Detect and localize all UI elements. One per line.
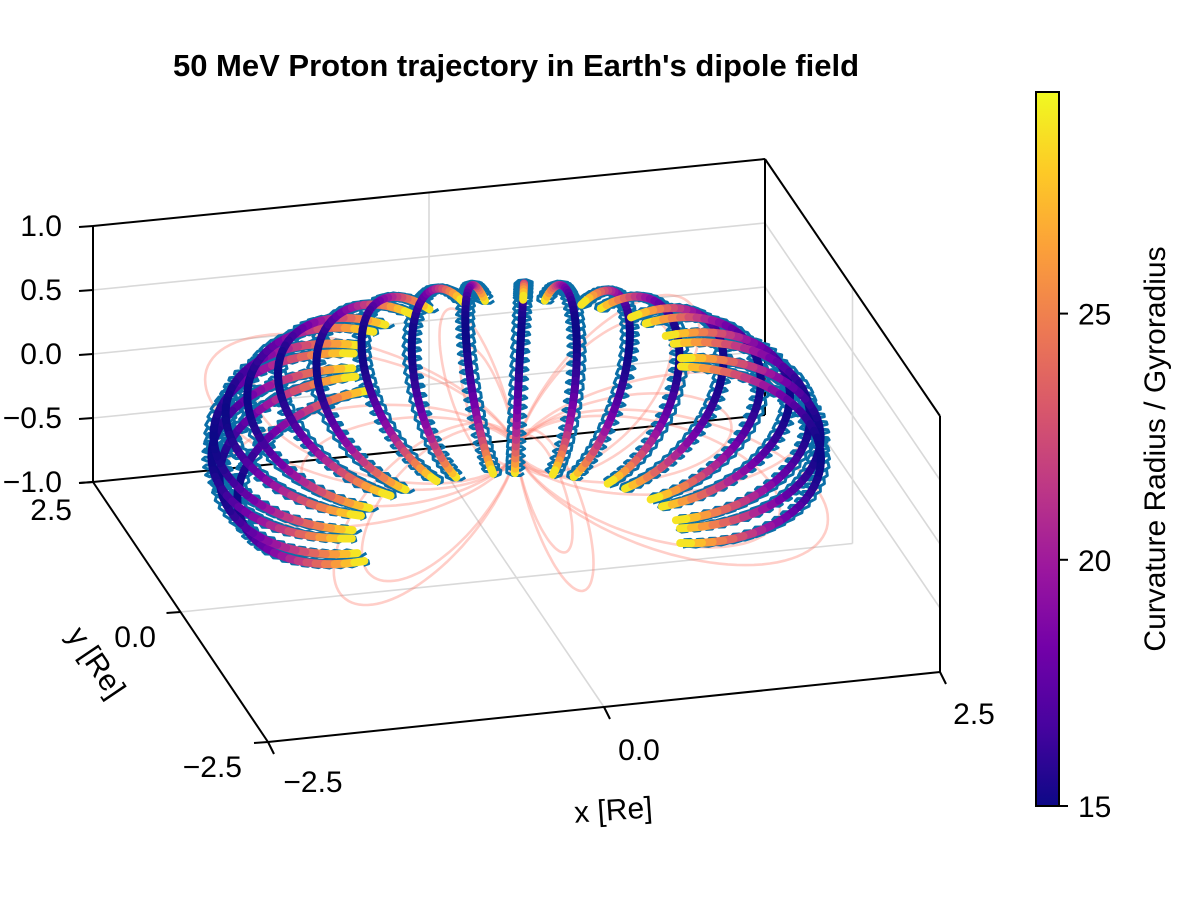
colorbar-gradient xyxy=(1035,91,1060,807)
x-tick xyxy=(267,741,275,755)
guiding-center-segment xyxy=(603,475,618,488)
guiding-center-segment xyxy=(671,514,691,525)
guiding-center-segment xyxy=(350,557,369,567)
guiding-center-segment xyxy=(378,488,395,500)
x-tick-label: 0.0 xyxy=(618,734,660,767)
y-tick-label: 2.5 xyxy=(30,494,72,527)
y-tick xyxy=(253,741,269,744)
guiding-center-segment xyxy=(340,372,360,382)
guiding-center-segment xyxy=(400,307,416,319)
guiding-center-segment xyxy=(646,492,664,504)
axes-3d xyxy=(78,158,947,755)
colorbar-tick-label: 25 xyxy=(1078,299,1111,332)
z-tick xyxy=(78,289,94,292)
axis-ticks xyxy=(78,225,947,755)
axis-frame-front xyxy=(92,481,941,743)
x-tick-label: −2.5 xyxy=(283,766,342,799)
axis-edge xyxy=(764,158,941,417)
colorbar-tick-label: 15 xyxy=(1078,791,1111,824)
field-line xyxy=(515,408,830,567)
guiding-center-segment xyxy=(627,310,643,322)
z-tick-label: 0.0 xyxy=(20,338,62,371)
chart-title: 50 MeV Proton trajectory in Earth's dipo… xyxy=(173,48,859,83)
y-tick-label: −2.5 xyxy=(183,751,242,784)
x-tick-label: 2.5 xyxy=(953,698,995,731)
colorbar-ticks xyxy=(1059,312,1068,807)
field-line xyxy=(300,415,518,508)
colorbar-label: Curvature Radius / Gyroradius xyxy=(1139,246,1172,651)
z-tick xyxy=(78,417,94,420)
field-line xyxy=(515,414,782,549)
axis-edge xyxy=(92,158,766,227)
colorbar-tick-label: 20 xyxy=(1078,545,1111,578)
colorbar: 15 20 25 Curvature Radius / Gyroradius xyxy=(1035,91,1172,824)
z-tick xyxy=(78,353,94,356)
z-tick-label: −1.0 xyxy=(3,466,62,499)
guiding-center-segment xyxy=(577,296,590,309)
x-axis-label: x [Re] xyxy=(573,791,653,829)
y-tick-label: 0.0 xyxy=(114,621,156,654)
x-tick xyxy=(603,706,611,720)
field-line xyxy=(360,425,518,583)
z-tick-label: 1.0 xyxy=(20,210,62,243)
z-tick-label: −0.5 xyxy=(3,402,62,435)
z-tick-label: 0.5 xyxy=(20,274,62,307)
y-tick xyxy=(166,611,181,614)
y-tick xyxy=(78,481,94,484)
guiding-center-segment xyxy=(548,466,560,479)
trajectory xyxy=(201,278,831,570)
guiding-center-segment xyxy=(346,510,365,520)
field-line xyxy=(332,421,518,607)
guiding-center-segment xyxy=(661,330,680,340)
z-tick xyxy=(78,225,94,228)
field-line xyxy=(515,317,673,474)
grid-line xyxy=(180,542,853,613)
guiding-center-segment xyxy=(487,465,498,478)
guiding-center-segment xyxy=(427,473,441,486)
x-tick xyxy=(939,671,947,685)
field-line xyxy=(515,428,595,593)
gyration-path xyxy=(536,279,587,480)
field-line xyxy=(515,391,733,484)
